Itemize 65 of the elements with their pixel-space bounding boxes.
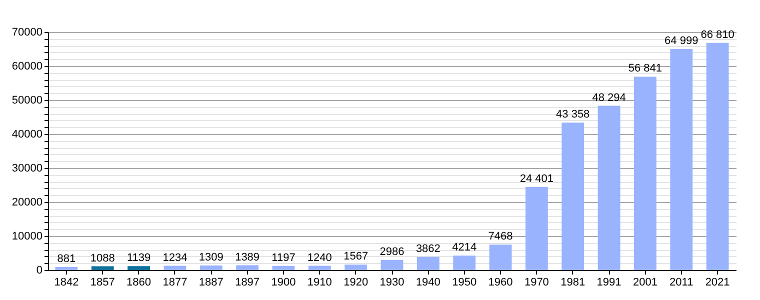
data-label: 7468: [488, 230, 513, 243]
y-tick-label: 60000: [12, 60, 42, 72]
x-tick-label: 1842: [54, 276, 79, 288]
data-label: 56 841: [628, 62, 662, 75]
x-tick-label: 1887: [198, 276, 224, 288]
data-label: 4214: [452, 242, 477, 254]
y-tick-label: 50000: [12, 94, 42, 106]
x-tick-label: 1910: [307, 276, 332, 288]
bar: [164, 266, 186, 270]
bar: [200, 266, 222, 270]
x-tick-label: 1940: [416, 276, 440, 288]
bar: [128, 266, 150, 270]
data-label: 2986: [380, 246, 404, 258]
bar: [525, 187, 548, 270]
data-label: 881: [57, 253, 76, 266]
data-label: 1389: [235, 251, 260, 264]
x-tick-label: 1860: [126, 276, 152, 288]
x-tick-label: 1930: [380, 276, 404, 288]
bar: [562, 122, 584, 270]
data-label: 1567: [344, 250, 368, 263]
bar: [380, 260, 404, 270]
y-tick-label: 30000: [12, 162, 42, 174]
bar: [236, 265, 259, 270]
bar: [272, 266, 295, 270]
data-label: 1088: [90, 252, 115, 264]
x-tick-label: 1897: [235, 276, 260, 288]
y-tick-label: 0: [36, 264, 42, 276]
data-label: 1234: [162, 252, 188, 264]
data-label: 66 810: [700, 28, 734, 41]
y-tick-label: 10000: [12, 230, 42, 242]
y-tick-label: 20000: [12, 196, 42, 208]
x-tick-label: 1970: [524, 276, 549, 288]
x-tick-label: 1920: [344, 276, 368, 288]
data-label: 43 358: [556, 108, 590, 121]
data-label: 1240: [307, 252, 332, 264]
x-tick-label: 2011: [670, 276, 694, 288]
bar: [453, 256, 476, 270]
bar: [344, 264, 368, 270]
data-label: 1197: [272, 252, 296, 264]
bar: [308, 266, 331, 270]
bar: [634, 76, 656, 270]
y-tick-label: 40000: [12, 128, 42, 140]
bar: [416, 256, 440, 270]
data-label: 1309: [198, 252, 224, 264]
data-label: 3862: [416, 242, 440, 255]
x-tick-label: 1900: [271, 276, 296, 288]
data-label: 24 401: [520, 173, 554, 186]
data-label: 48 294: [592, 92, 626, 104]
bar: [489, 244, 512, 270]
data-label: 64 999: [664, 35, 698, 48]
x-tick-label: 1950: [452, 276, 477, 288]
y-tick-label: 70000: [12, 26, 42, 38]
bar: [706, 42, 729, 270]
bar: [598, 106, 620, 270]
x-tick-label: 2001: [632, 276, 658, 288]
x-tick-label: 1877: [162, 276, 188, 288]
x-tick-label: 1991: [596, 276, 622, 288]
x-tick-label: 2021: [705, 276, 730, 288]
x-tick-label: 1857: [90, 276, 115, 288]
x-tick-label: 1981: [560, 276, 586, 288]
bar: [91, 266, 114, 270]
bar: [55, 267, 78, 270]
bar: [670, 49, 693, 270]
data-label: 1139: [126, 252, 151, 264]
x-tick-label: 1960: [488, 276, 513, 288]
